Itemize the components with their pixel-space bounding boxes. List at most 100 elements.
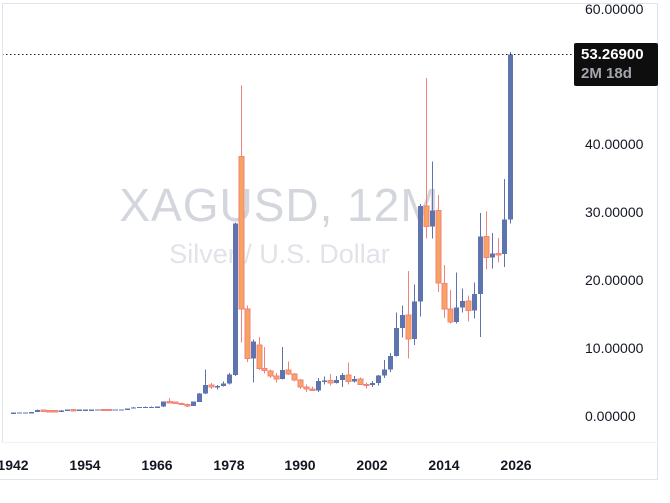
- candle-1947: [40, 409, 47, 412]
- time-axis-label-2002: 2002: [356, 457, 388, 473]
- candle-1951: [65, 409, 70, 411]
- price-axis-label-60: 60.00000: [585, 1, 644, 17]
- candle-1987: [280, 347, 285, 380]
- bar-close-countdown: 2M 18d: [581, 65, 632, 82]
- candle-1964: [143, 406, 148, 409]
- candle-1977: [221, 381, 226, 387]
- candle-1983: [256, 336, 263, 371]
- time-axis-label-2014: 2014: [428, 457, 460, 473]
- candle-1954: [83, 409, 88, 411]
- candle-1960: [119, 409, 124, 411]
- candle-2025: [508, 52, 513, 224]
- candle-1948: [46, 410, 53, 413]
- last-price-value: 53.26900: [581, 46, 644, 63]
- candle-2011: [423, 77, 430, 239]
- candle-2015: [447, 290, 454, 324]
- candle-1966: [155, 406, 160, 408]
- price-axis-label-20: 20.00000: [585, 272, 644, 288]
- candle-1994: [322, 376, 327, 385]
- candle-1943: [17, 412, 22, 414]
- candle-2010: [418, 204, 423, 317]
- chart-frame-top-border: [2, 3, 658, 4]
- candle-1978: [227, 373, 232, 385]
- candle-1985: [267, 369, 274, 379]
- candle-1961: [125, 408, 130, 410]
- candle-1982: [251, 339, 256, 383]
- candle-1956: [95, 409, 100, 411]
- candle-1999: [352, 376, 357, 383]
- candle-2005: [388, 353, 393, 373]
- candle-1993: [316, 378, 321, 392]
- candle-1992: [309, 386, 316, 392]
- candle-2024: [502, 178, 507, 267]
- time-axis-label-1978: 1978: [213, 457, 245, 473]
- candle-2013: [435, 195, 442, 293]
- candle-1974: [203, 369, 208, 394]
- candle-2014: [441, 265, 448, 318]
- candle-1962: [131, 407, 136, 409]
- candle-1945: [29, 411, 34, 414]
- price-axis[interactable]: 60.00000 40.00000 30.00000 20.00000 10.00000…: [557, 0, 657, 442]
- price-axis-label-10: 10.00000: [585, 340, 644, 356]
- candle-1953: [77, 409, 82, 411]
- candle-1995: [327, 374, 334, 386]
- time-axis-label-1966: 1966: [141, 457, 173, 473]
- candle-1997: [340, 372, 345, 387]
- candle-1952: [70, 409, 77, 412]
- chart-frame-bottom-border: [0, 479, 658, 480]
- candle-1973: [197, 393, 202, 403]
- candle-2017: [460, 288, 465, 313]
- candle-1990: [297, 378, 304, 390]
- candle-1984: [261, 347, 268, 374]
- candle-1963: [137, 406, 142, 409]
- price-axis-label-30: 30.00000: [585, 204, 644, 220]
- candle-2018: [465, 295, 472, 322]
- candle-1942: [11, 412, 16, 414]
- last-price-badge: 53.26900 2M 18d: [574, 43, 658, 86]
- candle-1970: [178, 402, 185, 406]
- candle-2009: [412, 284, 417, 345]
- candle-1989: [291, 372, 298, 382]
- candle-1969: [172, 401, 179, 405]
- candle-1986: [273, 372, 280, 383]
- candle-2004: [382, 359, 387, 379]
- chart-frame-left-border: [2, 3, 3, 443]
- candle-2001: [363, 382, 370, 389]
- time-axis-separator: [2, 442, 658, 443]
- candle-2006: [394, 312, 399, 357]
- time-axis-label-1942: 1942: [0, 457, 29, 473]
- candle-1972: [191, 401, 196, 407]
- candle-1976: [215, 385, 220, 390]
- candle-1967: [161, 401, 166, 407]
- candle-1944: [23, 412, 28, 414]
- candle-2012: [430, 161, 435, 239]
- candle-1968: [166, 398, 173, 404]
- candle-1988: [285, 361, 292, 375]
- candle-1980: [238, 85, 245, 343]
- candle-2007: [400, 305, 405, 338]
- candle-2022: [490, 233, 495, 269]
- time-axis[interactable]: 1942 1954 1966 1978 1990 2002 2014 2026: [0, 443, 658, 479]
- candle-2023: [495, 237, 502, 263]
- candle-2016: [454, 272, 459, 324]
- candle-1959: [113, 409, 118, 411]
- candle-2019: [472, 282, 477, 319]
- time-axis-label-1990: 1990: [284, 457, 316, 473]
- candle-1946: [35, 409, 40, 413]
- candle-2003: [376, 374, 381, 386]
- candle-1955: [89, 409, 94, 411]
- candle-1950: [59, 410, 64, 412]
- candle-2020: [478, 212, 483, 337]
- candle-2008: [405, 271, 412, 359]
- time-axis-label-1954: 1954: [69, 457, 101, 473]
- price-axis-label-0: 0.00000: [585, 408, 636, 424]
- candle-1991: [303, 384, 310, 392]
- candle-2021: [483, 211, 490, 270]
- candle-1998: [345, 362, 352, 385]
- candle-1958: [106, 408, 113, 412]
- candle-1979: [233, 222, 238, 377]
- chart-frame-right-border: [657, 3, 658, 480]
- candle-1949: [52, 410, 59, 413]
